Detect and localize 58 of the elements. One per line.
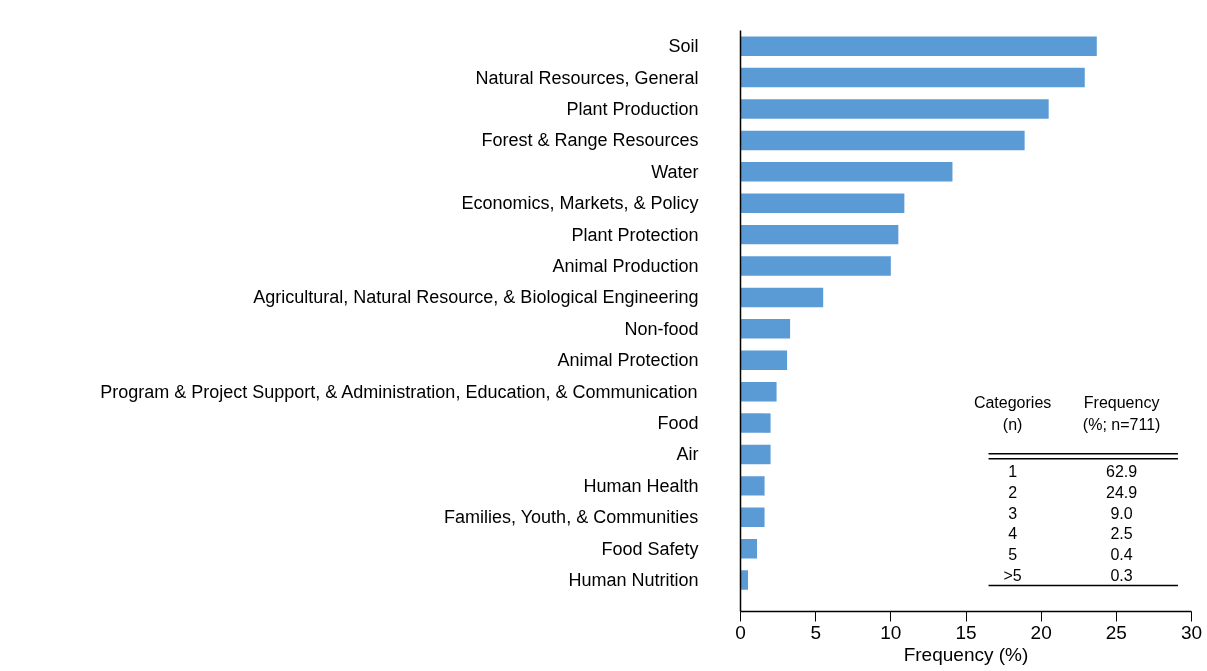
- bar: [740, 193, 905, 213]
- y-tick-label: Animal Production: [552, 256, 699, 277]
- bar: [740, 67, 1085, 88]
- annotation: 3: [1008, 504, 1018, 522]
- y-tick-label: Plant Production: [566, 99, 699, 120]
- x-axis-title: Frequency (%): [903, 643, 1029, 665]
- y-tick-label: Families, Youth, & Communities: [444, 507, 699, 528]
- x-tick-label: 30: [1180, 621, 1203, 643]
- bar: [740, 507, 765, 528]
- y-tick-label: Air: [676, 444, 699, 465]
- bar: [740, 36, 1097, 56]
- annotation: >5: [1003, 566, 1022, 584]
- x-tick-label: 20: [1030, 621, 1052, 643]
- annotation: Frequency (%; n=711): [1082, 394, 1161, 434]
- annotation: 5: [1008, 546, 1018, 564]
- annotation: 62.9: [1106, 463, 1138, 481]
- x-tick-label: 15: [955, 621, 977, 643]
- y-tick-label: Program & Project Support, & Administration, Education, & Communication: [100, 381, 698, 402]
- bar: [740, 538, 758, 559]
- y-tick-label: Food: [657, 413, 699, 434]
- bar: [740, 287, 824, 308]
- y-tick-label: Animal Protection: [557, 350, 699, 371]
- y-tick-label: Plant Protection: [571, 224, 699, 245]
- annotation: 0.3: [1110, 567, 1133, 585]
- y-tick-label: Non-food: [624, 318, 699, 339]
- bar: [740, 476, 765, 496]
- y-tick-label: Water: [651, 161, 699, 182]
- annotation: 0.4: [1110, 546, 1133, 564]
- y-tick-label: Soil: [668, 36, 699, 57]
- bar: [740, 350, 788, 370]
- bar: [740, 381, 777, 402]
- x-tick-label: 5: [810, 621, 821, 643]
- annotation: 24.9: [1106, 483, 1138, 501]
- bar: [740, 444, 771, 465]
- bar: [740, 224, 899, 245]
- y-tick-label: Natural Resources, General: [475, 67, 699, 88]
- annotation: 1: [1008, 463, 1018, 481]
- annotation: Categories (n): [973, 394, 1052, 434]
- y-tick-label: Human Nutrition: [568, 570, 699, 591]
- annotation: 2.5: [1110, 525, 1133, 543]
- y-tick-label: Economics, Markets, & Policy: [461, 193, 699, 214]
- annotation: 2: [1008, 483, 1018, 501]
- bar: [740, 99, 1049, 119]
- bar: [740, 570, 749, 590]
- bar: [740, 162, 953, 182]
- bar: [740, 256, 891, 276]
- y-tick-label: Human Health: [583, 475, 699, 496]
- annotation: 9.0: [1110, 504, 1133, 522]
- x-tick-label: 10: [880, 621, 902, 643]
- annotation: 4: [1008, 525, 1018, 543]
- y-tick-label: Forest & Range Resources: [481, 130, 699, 151]
- y-tick-label: Food Safety: [601, 538, 699, 559]
- bar: [740, 130, 1025, 151]
- x-tick-label: 25: [1105, 621, 1127, 643]
- bar: [740, 319, 791, 339]
- x-tick-label: 0: [735, 621, 746, 643]
- y-tick-label: Agricultural, Natural Resource, & Biological Engineering: [253, 287, 699, 308]
- bar: [740, 413, 771, 433]
